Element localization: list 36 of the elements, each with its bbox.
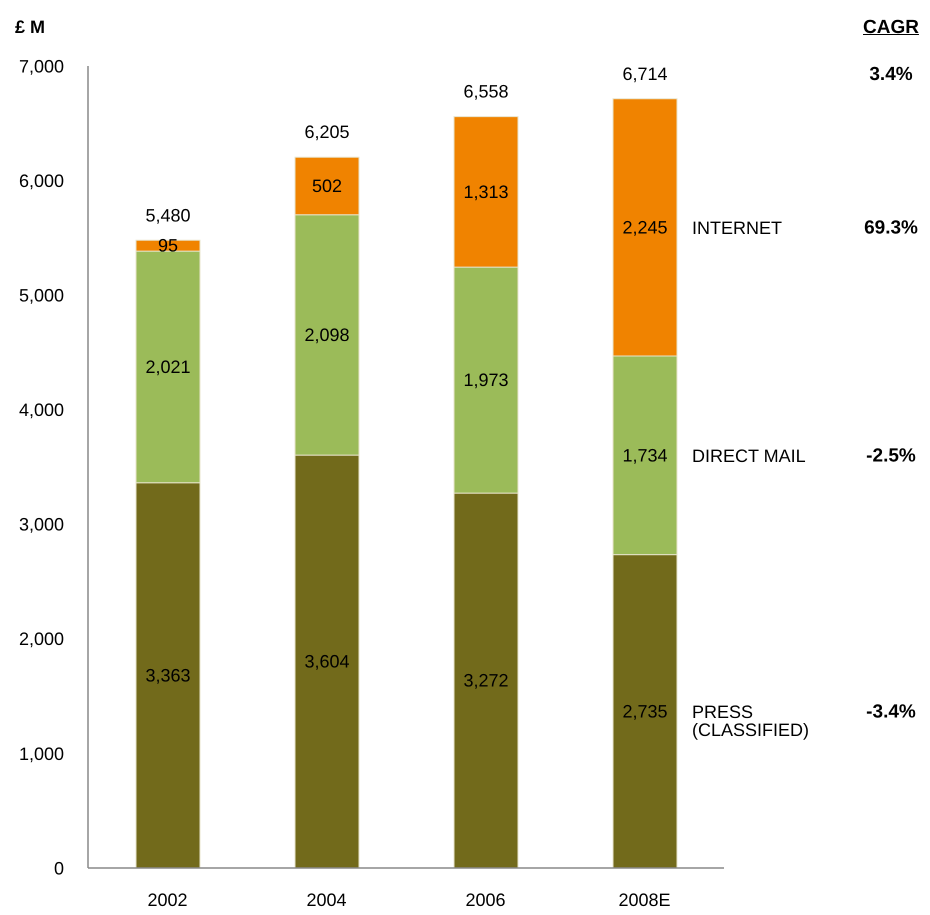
data-label: 2,021 <box>145 356 191 377</box>
text: -2.5% <box>866 444 916 466</box>
series-label: PRESS (CLASSIFIED) <box>692 702 810 740</box>
x-tick-label: 2004 <box>306 890 347 910</box>
data-label: 1,313 <box>463 182 509 202</box>
total-label: 6,558 <box>463 82 509 102</box>
y-tick-label: 0 <box>54 858 64 878</box>
y-tick-label: 1,000 <box>18 744 64 764</box>
y-tick-label: 4,000 <box>18 400 64 420</box>
data-label: 1,734 <box>622 445 668 466</box>
data-label: 3,363 <box>145 665 191 686</box>
y-tick-label: 7,000 <box>18 56 64 76</box>
total-label: 5,480 <box>145 205 191 226</box>
text: 3.4% <box>869 63 913 84</box>
total-label: 6,205 <box>304 122 350 142</box>
data-label: 1,973 <box>463 370 509 390</box>
data-label: 2,098 <box>304 324 350 345</box>
y-tick-label: 5,000 <box>18 286 64 306</box>
series-label: DIRECT MAIL <box>692 446 806 466</box>
text: -3.4% <box>866 700 916 722</box>
series-label: INTERNET <box>692 218 782 238</box>
y-axis-title: £ M <box>15 17 46 38</box>
y-tick-label: 3,000 <box>18 514 64 535</box>
x-tick-label: 2006 <box>465 890 506 910</box>
total-label: 6,714 <box>622 64 668 84</box>
data-label: 502 <box>312 176 342 196</box>
y-tick-label: 2,000 <box>18 629 64 650</box>
text: CAGR <box>862 17 920 39</box>
data-label: 3,604 <box>304 652 350 672</box>
data-label: 2,245 <box>622 217 668 238</box>
x-tick-label: 2002 <box>147 890 188 910</box>
x-tick-label: 2008E <box>618 890 671 910</box>
text: 69.3% <box>864 216 918 238</box>
y-tick-label: 6,000 <box>18 170 64 191</box>
data-label: 2,735 <box>622 701 668 722</box>
data-label: 3,272 <box>463 670 509 691</box>
